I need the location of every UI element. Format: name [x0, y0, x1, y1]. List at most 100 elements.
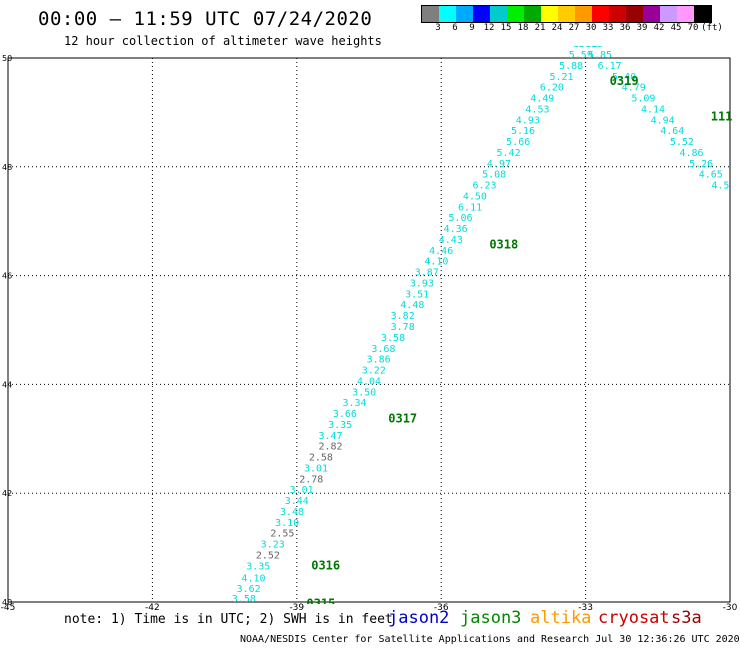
wave-height-value: 4.49: [530, 94, 554, 105]
wave-height-value: 3.48: [280, 507, 304, 518]
color-legend-label: 45: [670, 23, 682, 33]
y-tick-label: 50: [2, 54, 12, 63]
color-legend-label: 24: [551, 23, 563, 33]
wave-height-value: 4.86: [679, 148, 703, 159]
wave-height-value: 4.41: [559, 17, 583, 28]
y-tick-label: 40: [2, 598, 12, 607]
wave-height-value: 5.88: [559, 61, 583, 72]
color-legend-label: 12: [483, 23, 495, 33]
color-swatch: [507, 6, 524, 22]
color-swatch: [439, 6, 456, 22]
wave-height-value: 3.66: [333, 409, 357, 420]
wave-height-value: 5.76: [617, 0, 641, 7]
y-tick-label: 48: [2, 163, 12, 172]
wave-height-value: 2.82: [318, 442, 342, 453]
wave-height-value: 4.43: [439, 235, 463, 246]
wave-height-value: 3.01: [290, 485, 314, 496]
color-swatch: [456, 6, 473, 22]
time-label: 111: [711, 110, 733, 124]
time-label: 0319: [610, 74, 639, 88]
wave-height-value: 4.94: [651, 115, 675, 126]
wave-height-value: 4.46: [429, 246, 453, 257]
satellite-cryosat: cryosat: [598, 608, 670, 628]
wave-height-value: 4.53: [525, 104, 549, 115]
color-legend-label: 30: [585, 23, 597, 33]
wave-height-value: 4.10: [241, 573, 265, 584]
wave-height-value: 5.21: [549, 72, 573, 83]
satellite-jason2: jason2: [388, 608, 450, 628]
wave-height-value: 3.62: [237, 584, 261, 595]
x-tick-label: -42: [145, 603, 160, 613]
wave-height-value: 3.44: [285, 496, 309, 507]
wave-height-value: 4.14: [641, 104, 665, 115]
wave-height-value: 4.10: [424, 257, 448, 268]
y-tick-label: 46: [2, 272, 12, 281]
color-swatch: [558, 6, 575, 22]
wave-height-value: 3.82: [391, 311, 415, 322]
wave-height-value: 6.11: [458, 202, 482, 213]
x-tick-label: -33: [578, 603, 593, 613]
wave-height-value: 3.78: [391, 322, 415, 333]
color-legend-label: 27: [568, 23, 580, 33]
wave-height-value: 2.58: [309, 453, 333, 464]
wave-height-value: 4.97: [487, 159, 511, 170]
color-legend: [421, 5, 712, 23]
wave-height-value: 4.93: [516, 115, 540, 126]
wave-height-value: 3.96: [554, 6, 578, 17]
color-swatch: [524, 6, 541, 22]
wave-height-value: 3.01: [304, 463, 328, 474]
footer-note: note: 1) Time is in UTC; 2) SWH is in fe…: [64, 612, 393, 627]
color-swatch: [660, 6, 677, 22]
page-title: 00:00 – 11:59 UTC 07/24/2020: [38, 8, 373, 30]
plot-frame: [7, 57, 731, 603]
color-legend-label: 42: [653, 23, 665, 33]
wave-height-value: 3.93: [410, 278, 434, 289]
wave-height-value: 5.16: [511, 126, 535, 137]
color-legend-label: 9: [469, 23, 475, 33]
color-swatch: [473, 6, 490, 22]
color-swatch: [541, 6, 558, 22]
wave-height-value: 6.23: [472, 181, 496, 192]
satellite-jason3: jason3: [460, 608, 522, 628]
x-tick-label: -39: [289, 603, 304, 613]
wave-height-value: 5.28: [598, 17, 622, 28]
wave-height-value: 3.58: [381, 333, 405, 344]
wave-height-value: 5.08: [482, 170, 506, 181]
time-label: 0317: [388, 411, 417, 425]
wave-height-value: 3.58: [232, 594, 256, 605]
wave-height-value: 2.78: [299, 474, 323, 485]
color-legend-label: 6: [452, 23, 458, 33]
wave-height-value: 4.64: [660, 126, 684, 137]
x-tick-label: -30: [723, 603, 738, 613]
wave-height-value: 3.86: [367, 355, 391, 366]
wave-height-value: 5.81: [574, 39, 598, 50]
color-legend-label: 70: [687, 23, 699, 33]
wave-height-value: 3.23: [261, 540, 285, 551]
credit-line: NOAA/NESDIS Center for Satellite Applica…: [240, 634, 740, 645]
wave-height-value: 5.39: [569, 28, 593, 39]
time-label: 0318: [489, 237, 518, 251]
wave-height-value: 3.10: [275, 518, 299, 529]
color-swatch: [694, 6, 711, 22]
color-legend-label: 3: [435, 23, 441, 33]
x-tick-label: -45: [1, 603, 16, 613]
color-swatch: [643, 6, 660, 22]
color-swatch: [422, 6, 439, 22]
y-tick-label: 44: [2, 380, 12, 389]
color-legend-label: 15: [500, 23, 512, 33]
time-label: 0316: [311, 558, 340, 572]
wave-height-value: 6.20: [540, 83, 564, 94]
color-legend-label: 21: [534, 23, 546, 33]
wave-height-value: 6.17: [598, 61, 622, 72]
x-tick-label: -36: [434, 603, 449, 613]
wave-height-value: 3.35: [246, 561, 270, 572]
wave-height-value: 4.65: [699, 170, 723, 181]
wave-height-value: 3.22: [362, 366, 386, 377]
y-tick-label: 42: [2, 489, 12, 498]
color-legend-label: 39: [636, 23, 648, 33]
wave-height-value: 5.59: [569, 50, 593, 61]
wave-height-value: 5.09: [631, 94, 655, 105]
wave-height-value: 3.50: [352, 387, 376, 398]
wave-height-value: 4.36: [444, 224, 468, 235]
